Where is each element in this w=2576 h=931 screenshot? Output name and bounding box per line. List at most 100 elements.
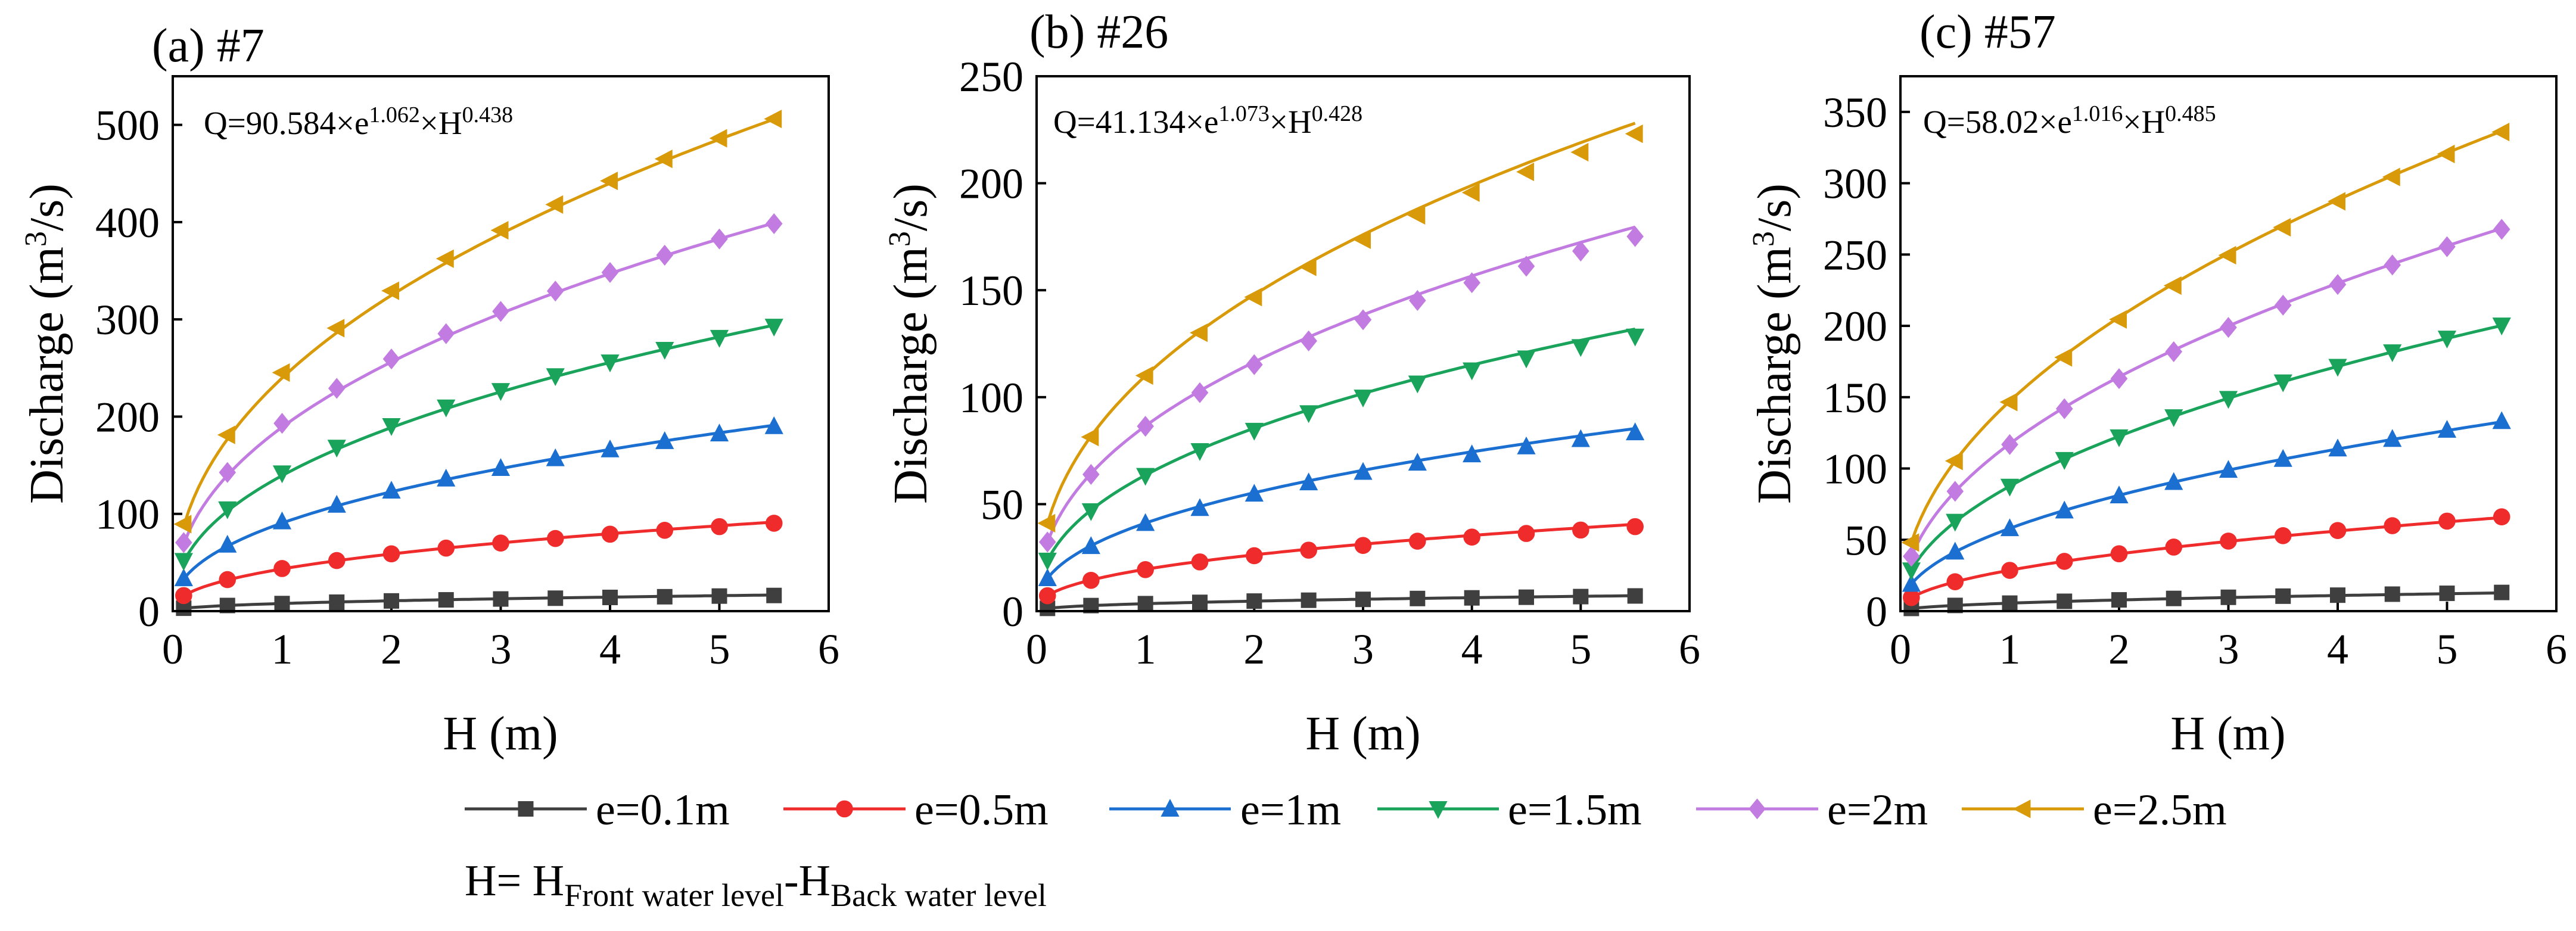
panel-a-x-tick-label: 5 <box>709 625 730 673</box>
panel-b-series-e=0.5m <box>1038 518 1644 605</box>
panel-c-x-tick-label: 2 <box>2108 625 2130 673</box>
panel-b-y-tick-label: 0 <box>1002 588 1023 636</box>
panel-a-point-e=0.5m <box>437 539 455 557</box>
panel-c-eq-exp2: 0.485 <box>2165 101 2216 126</box>
note-sub-front: Front water level <box>564 877 784 913</box>
panel-a-point-e=2m <box>765 213 783 235</box>
panel-c-x-tick-label: 6 <box>2546 625 2567 673</box>
panel-b-point-e=0.1m <box>1246 593 1262 609</box>
panel-a-point-e=1m <box>655 431 674 449</box>
panel-b-eq-exp2: 0.428 <box>1312 101 1363 126</box>
panel-c-y-tick-label: 0 <box>1866 588 1887 636</box>
panel-b-point-e=2.5m <box>1353 230 1371 250</box>
panel-b-point-e=1.5m <box>1626 328 1645 347</box>
panel-a-point-e=0.1m <box>493 591 509 607</box>
panel-a-point-e=1m <box>764 416 783 434</box>
panel-a-point-e=1.5m <box>491 383 511 401</box>
panel-a-point-e=1m <box>710 424 729 442</box>
panel-c-point-e=1m <box>2110 485 2129 504</box>
panel-c-x-label: H (m) <box>2170 708 2285 760</box>
panel-a-eq-exp2: 0.438 <box>462 102 514 127</box>
panel-c-point-e=2.5m <box>2109 310 2127 329</box>
panel-a-point-e=0.1m <box>602 589 618 605</box>
panel-a-line-e=0.1m <box>183 593 774 610</box>
panel-a-point-e=1.5m <box>710 329 729 348</box>
panel-a-x-tick-label: 2 <box>381 625 402 673</box>
panel-a-y-tick-label: 100 <box>95 491 160 538</box>
panel-c-point-e=0.5m <box>2001 562 2018 579</box>
panel-b-point-e=1m <box>1626 422 1645 441</box>
panel-b-point-e=0.5m <box>1354 537 1372 555</box>
panel-a-point-e=2.5m <box>709 129 727 148</box>
panel-a-point-e=2.5m <box>654 150 673 169</box>
panel-a-point-e=0.5m <box>382 545 400 563</box>
panel-a-point-e=1.5m <box>327 440 346 458</box>
panel-c-series-e=1.5m <box>1902 317 2511 581</box>
panel-a-y-tick-label: 400 <box>95 199 160 247</box>
panel-c-point-e=0.5m <box>1903 589 1920 606</box>
panel-a-point-e=2.5m <box>173 515 192 534</box>
panel-c-title: (c) #57 <box>1919 6 2056 58</box>
panel-c-point-e=0.1m <box>2166 590 2182 606</box>
panel-b-y-tick-label: 50 <box>981 481 1023 528</box>
panel-b-point-e=1m <box>1571 429 1590 447</box>
legend-label: e=1m <box>1240 786 1341 835</box>
panel-a-point-e=2m <box>546 281 564 302</box>
panel-a-point-e=0.1m <box>384 593 399 609</box>
panel-c-point-e=1.5m <box>2492 317 2511 336</box>
panel-b-point-e=2.5m <box>1081 428 1099 447</box>
panel-c-point-e=1.5m <box>2110 429 2129 447</box>
panel-b-point-e=2.5m <box>1244 288 1262 307</box>
panel-b-point-e=2m <box>1300 330 1317 351</box>
panel-b-eq-mid: ×H <box>1270 104 1312 140</box>
legend-item-e=1.5m: e=1.5m <box>1377 786 1642 835</box>
panel-c-point-e=2m <box>2329 274 2347 295</box>
panel-b-y-tick-label: 150 <box>959 267 1023 315</box>
panel-a-point-e=2m <box>437 323 455 344</box>
panel-c-point-e=1m <box>2273 449 2292 467</box>
panel-b-point-e=0.1m <box>1301 592 1317 608</box>
panel-c-y-tick-label: 50 <box>1844 516 1887 564</box>
panel-a-point-e=2m <box>711 228 728 250</box>
panel-c-y-label-sup: 3 <box>1747 231 1781 247</box>
panel-a-series-e=1m <box>174 416 783 587</box>
panel-c-y-ticks: 0 50 100 150 200 250 300 350 <box>1823 89 1910 636</box>
panel-a-y-tick-label: 0 <box>138 588 160 636</box>
panel-c-line-e=2m <box>1910 227 2503 558</box>
panel-b-point-e=2m <box>1082 463 1100 485</box>
panel-a-point-e=0.5m <box>492 534 509 552</box>
panel-a-point-e=0.1m <box>766 587 782 603</box>
panel-a-point-e=2.5m <box>326 319 345 338</box>
panel-b-point-e=1m <box>1299 472 1318 491</box>
panel-a-point-e=1.5m <box>546 368 565 387</box>
panel-c-point-e=1.5m <box>2164 409 2183 427</box>
panel-c-point-e=0.5m <box>2493 508 2510 526</box>
panel-a-point-e=1m <box>218 534 237 553</box>
panel-c-line-e=0.1m <box>1911 591 2502 611</box>
panel-c-series <box>1901 123 2511 616</box>
panel-c-x-tick-label: 3 <box>2218 625 2239 673</box>
panel-a-point-e=2m <box>328 378 346 399</box>
panel-a-title: (a) #7 <box>152 20 265 72</box>
panel-a-point-e=2.5m <box>490 221 509 240</box>
panel-a-point-e=2.5m <box>764 110 782 129</box>
panel-a-y-label-sup: 3 <box>19 231 53 247</box>
legend-item-e=0.5m: e=0.5m <box>783 786 1049 835</box>
panel-b-equation: Q=41.134×e1.073×H0.428 <box>1053 101 1362 140</box>
panel-c-point-e=1m <box>1902 574 1921 592</box>
panel-b-point-e=1m <box>1408 453 1427 471</box>
panel-b-point-e=2.5m <box>1190 323 1208 342</box>
panel-b-series-e=2m <box>1038 225 1644 553</box>
panel-a-x-tick-label: 0 <box>162 625 183 673</box>
panel-a-point-e=0.5m <box>219 571 237 589</box>
panel-b-point-e=0.5m <box>1038 587 1056 605</box>
panel-c-point-e=0.1m <box>2275 588 2291 604</box>
panel-a-point-e=1.5m <box>764 319 783 337</box>
panel-c-point-e=2.5m <box>2218 245 2236 265</box>
panel-b-point-e=1.5m <box>1571 339 1590 357</box>
panel-b-point-e=0.5m <box>1517 525 1535 542</box>
panel-c-point-e=2m <box>2055 398 2073 419</box>
panel-a-series-e=2.5m <box>173 110 782 534</box>
panel-c-line-e=0.5m <box>1911 516 2502 599</box>
